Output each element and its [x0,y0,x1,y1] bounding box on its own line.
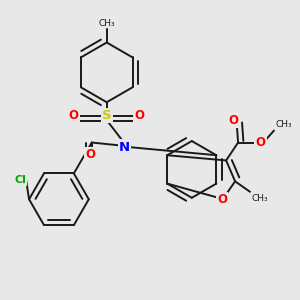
Text: O: O [217,193,227,206]
Text: N: N [119,140,130,154]
Text: O: O [256,136,266,149]
Text: Cl: Cl [14,175,26,185]
Text: S: S [102,109,112,122]
Text: CH₃: CH₃ [251,194,268,203]
Text: CH₃: CH₃ [98,19,115,28]
Text: O: O [134,109,145,122]
Text: O: O [85,148,95,161]
Text: O: O [69,109,79,122]
Text: CH₃: CH₃ [275,120,292,129]
Text: O: O [229,114,238,127]
